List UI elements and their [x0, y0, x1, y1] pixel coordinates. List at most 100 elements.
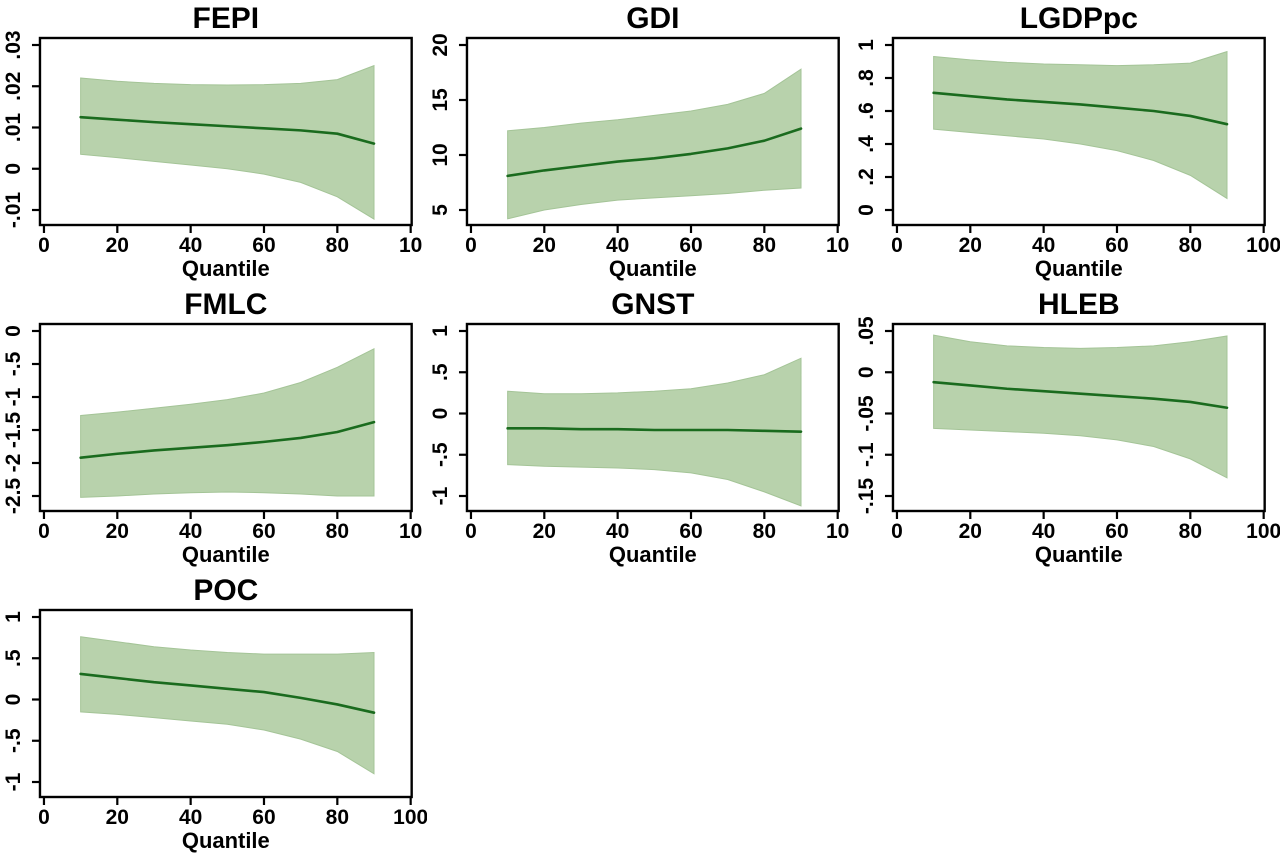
coefficient-line	[932, 380, 1229, 410]
x-axis-label: Quantile	[1035, 256, 1123, 281]
x-tick-label: 40	[179, 234, 202, 257]
confidence-band	[80, 64, 375, 220]
x-tick-label: 20	[106, 520, 129, 543]
x-tick-label: 10	[399, 234, 422, 257]
plot-border	[38, 608, 413, 799]
x-tick-label: 20	[106, 234, 129, 257]
x-tick-label: 20	[959, 520, 982, 543]
y-tick-label: 0	[855, 204, 878, 216]
chart-svg: POC 0 20 40 60 80 100 1 .5 0 -.5 -1 Quantile	[2, 574, 427, 853]
y-tick-label: 0	[2, 325, 25, 337]
x-tick-label: 0	[891, 234, 903, 257]
x-axis-label: Quantile	[609, 542, 697, 567]
x-tick-label: 40	[179, 806, 202, 829]
y-tick-label: .2	[855, 168, 878, 186]
confidence-band	[933, 50, 1228, 200]
y-tick-label: -1	[429, 486, 452, 505]
y-tick-label: .01	[2, 113, 25, 143]
confidence-band	[80, 348, 375, 498]
x-tick-label: 80	[752, 520, 775, 543]
x-tick-label: 40	[1032, 520, 1055, 543]
plot-border	[38, 36, 413, 227]
chart-svg: GDI 0 20 40 60 80 10 20 15 10 5 Quantile	[429, 2, 849, 281]
plot-border	[465, 36, 840, 227]
x-axis-label: Quantile	[182, 828, 270, 853]
y-tick-label: -.1	[855, 442, 878, 467]
y-tick-label: 1	[2, 611, 25, 623]
x-tick-label: 10	[826, 234, 849, 257]
confidence-band	[933, 334, 1228, 479]
confidence-band	[80, 636, 375, 775]
x-tick-label: 0	[38, 806, 50, 829]
y-tick-label: 20	[429, 33, 452, 56]
chart-lgdppc: LGDPpc 0 20 40 60 80 100 1 .8 .6 .4 .2 0 Quantile	[853, 0, 1280, 286]
coefficient-line	[79, 420, 376, 460]
x-tick-label: 40	[606, 520, 629, 543]
y-tick-label: -2.5	[2, 478, 25, 515]
y-tick-label: 15	[429, 88, 452, 112]
chart-svg: FEPI 0 20 40 60 80 10 .03 .02 .01 0 -.01 Quantile	[2, 2, 422, 281]
x-tick-label: 80	[326, 520, 349, 543]
x-tick-label: 60	[1106, 234, 1129, 257]
x-axis-label: Quantile	[1035, 542, 1123, 567]
chart-gnst: GNST 0 20 40 60 80 10 1 .5 0 -.5 -1 Quantile	[427, 286, 854, 572]
x-tick-label: 80	[1179, 520, 1202, 543]
plot-border	[892, 36, 1267, 227]
y-tick-label: -.5	[2, 351, 25, 376]
x-axis-label: Quantile	[609, 256, 697, 281]
x-tick-label: 20	[532, 520, 555, 543]
y-tick-label: 0	[429, 408, 452, 420]
coefficient-line	[505, 127, 802, 178]
x-tick-label: 40	[1032, 234, 1055, 257]
plot-border	[38, 322, 413, 513]
chart-title: POC	[193, 574, 258, 607]
chart-title: GNST	[611, 288, 694, 321]
plot-border	[465, 322, 840, 513]
y-tick-label: 0	[855, 366, 878, 378]
x-tick-label: 60	[252, 806, 275, 829]
chart-title: LGDPpc	[1020, 2, 1138, 35]
coefficient-line	[79, 672, 376, 714]
x-axis-label: Quantile	[182, 542, 270, 567]
x-tick-label: 100	[1246, 520, 1279, 543]
x-tick-label: 40	[179, 520, 202, 543]
x-tick-label: 20	[959, 234, 982, 257]
y-tick-label: -.01	[2, 192, 25, 229]
x-tick-label: 0	[38, 520, 50, 543]
x-tick-label: 100	[1246, 234, 1279, 257]
x-tick-label: 10	[826, 520, 849, 543]
y-tick-label: -.05	[855, 395, 878, 432]
y-tick-label: 1	[855, 39, 878, 51]
y-tick-label: -.5	[429, 442, 452, 467]
y-tick-label: -1	[2, 387, 25, 406]
y-tick-label: .5	[429, 363, 452, 381]
y-tick-label: -2	[2, 454, 25, 473]
chart-title: FEPI	[193, 2, 260, 35]
chart-svg: HLEB 0 20 40 60 80 100 .05 0 -.05 -.1 -.15 Quantile	[855, 288, 1280, 567]
chart-poc: POC 0 20 40 60 80 100 1 .5 0 -.5 -1 Quantile	[0, 572, 427, 858]
x-tick-label: 20	[532, 234, 555, 257]
x-tick-label: 60	[679, 234, 702, 257]
x-tick-label: 20	[106, 806, 129, 829]
chart-hleb: HLEB 0 20 40 60 80 100 .05 0 -.05 -.1 -.15 Quantile	[853, 286, 1280, 572]
coefficient-line	[932, 91, 1229, 126]
y-tick-label: 0	[2, 163, 25, 175]
plot-border	[892, 322, 1267, 513]
chart-gdi: GDI 0 20 40 60 80 10 20 15 10 5 Quantile	[427, 0, 854, 286]
chart-svg: GNST 0 20 40 60 80 10 1 .5 0 -.5 -1 Quantile	[429, 288, 849, 567]
x-tick-label: 0	[38, 234, 50, 257]
x-tick-label: 60	[679, 520, 702, 543]
y-tick-label: .8	[855, 69, 878, 87]
x-tick-label: 60	[1106, 520, 1129, 543]
chart-fmlc: FMLC 0 20 40 60 80 10 0 -.5 -1 -1.5 -2 -2.5 Quantile	[0, 286, 427, 572]
y-tick-label: .05	[855, 316, 878, 346]
chart-svg: LGDPpc 0 20 40 60 80 100 1 .8 .6 .4 .2 0 Quantile	[855, 2, 1280, 281]
x-tick-label: 10	[399, 520, 422, 543]
x-axis-label: Quantile	[182, 256, 270, 281]
x-tick-label: 0	[891, 520, 903, 543]
y-tick-label: -.5	[2, 728, 25, 753]
confidence-band	[506, 357, 802, 507]
x-tick-label: 80	[752, 234, 775, 257]
